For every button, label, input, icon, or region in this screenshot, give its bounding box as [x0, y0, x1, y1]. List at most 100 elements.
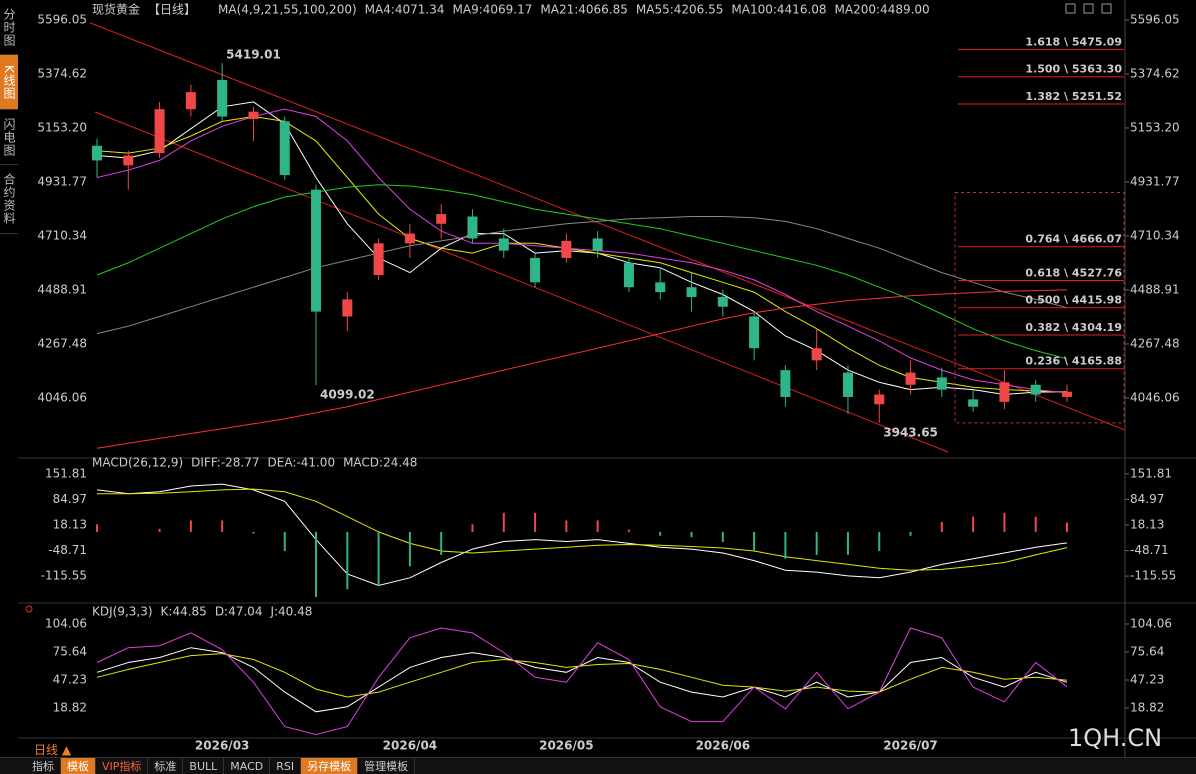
candle-body: [655, 282, 666, 293]
y-tick-label: 4267.48: [1130, 336, 1180, 350]
candle-body: [530, 257, 541, 283]
fib-label: 0.236 \ 4165.88: [1025, 355, 1122, 368]
x-tick-label: 2026/06: [696, 739, 750, 753]
y-tick-label: 5596.05: [1130, 12, 1180, 26]
candle-body: [373, 243, 384, 276]
toolbar-tab[interactable]: 另存模板: [301, 758, 359, 774]
legend-entry: DIFF:-28.77: [191, 456, 259, 470]
y-tick-label: 104.06: [1130, 616, 1172, 630]
y-tick-label: 4267.48: [37, 336, 87, 350]
candle-body: [936, 377, 947, 390]
toolbar-tab[interactable]: 标准: [148, 758, 184, 774]
candle-body: [436, 214, 447, 224]
candle-body: [968, 399, 979, 407]
icon[interactable]: [1065, 3, 1076, 14]
legend-entry: MA100:4416.08: [731, 3, 826, 17]
x-tick-label: 2026/04: [383, 739, 437, 753]
candle-body: [404, 233, 415, 244]
candle-body: [717, 296, 728, 307]
fib-label: 0.500 \ 4415.98: [1025, 294, 1122, 307]
candle-body: [905, 372, 916, 385]
trend-line: [90, 22, 1125, 431]
toolbar-tab[interactable]: MACD: [224, 758, 271, 774]
candle-body: [623, 262, 634, 288]
chart-period: 【日线】: [148, 3, 196, 17]
plot: [96, 483, 1068, 597]
legend-entry: MA55:4206.55: [636, 3, 724, 17]
y-tick-label: 47.23: [1130, 672, 1164, 686]
legend-entry: MACD:24.48: [343, 456, 417, 470]
y-tick-label: 4710.34: [37, 228, 87, 242]
y-tick-label: 18.13: [1130, 517, 1164, 531]
chart-title: 现货黄金: [92, 2, 140, 17]
sidebar: 分时图 K线图 闪电图 合约资料: [0, 0, 18, 234]
candle-body: [92, 145, 102, 161]
series-line: [96, 216, 1068, 335]
sidebar-tab[interactable]: 闪电图: [0, 110, 18, 165]
icon[interactable]: [1101, 3, 1112, 14]
sidebar-tab[interactable]: K线图: [0, 55, 18, 110]
period-switch[interactable]: 日线 ▲: [34, 743, 72, 757]
plot: [96, 627, 1068, 736]
legend-entry: K:44.85: [161, 605, 207, 619]
y-tick-label: 18.13: [53, 517, 87, 531]
watermark: 1QH.CN: [1068, 724, 1163, 752]
series-line: [97, 488, 1068, 571]
y-tick-label: 151.81: [45, 466, 87, 480]
candle-body: [561, 240, 572, 258]
y-tick-label: 18.82: [53, 701, 87, 715]
y-tick-label: 84.97: [53, 492, 87, 506]
toolbar-tab[interactable]: 模板: [61, 758, 96, 774]
x-tick-label: 2026/03: [195, 739, 249, 753]
candle-body: [780, 370, 791, 397]
x-tick-label: 2026/05: [539, 739, 593, 753]
candle-body: [279, 121, 290, 176]
y-tick-label: 75.64: [53, 644, 87, 658]
series-line: [96, 653, 1068, 698]
y-tick-label: 5596.05: [37, 12, 87, 26]
price-label: 4099.02: [320, 388, 375, 402]
series-line: [96, 184, 1068, 360]
series-line: [96, 115, 1068, 393]
candle-body: [874, 394, 885, 405]
legend-entry: MA200:4489.00: [835, 3, 930, 17]
candle-body: [217, 79, 228, 117]
toolbar-tab[interactable]: 指标: [26, 758, 61, 774]
y-tick-label: 4931.77: [37, 174, 87, 188]
toolbar-tab[interactable]: VIP指标: [96, 758, 149, 774]
y-tick-label: 4710.34: [1130, 228, 1180, 242]
y-tick-label: 4488.91: [37, 282, 87, 296]
sidebar-tab[interactable]: 合约资料: [0, 165, 18, 234]
fib-label: 0.618 \ 4527.76: [1025, 266, 1122, 279]
y-tick-label: 5153.20: [1130, 120, 1180, 134]
trend-line: [94, 111, 949, 453]
y-tick-label: 47.23: [53, 672, 87, 686]
candle-body: [311, 189, 322, 312]
x-tick-label: 2026/07: [883, 739, 937, 753]
fib-label: 1.382 \ 5251.52: [1025, 90, 1122, 103]
legend-entry: MA21:4066.85: [540, 3, 628, 17]
toolbar-tab[interactable]: 管理模板: [358, 758, 416, 774]
candle-body: [154, 109, 165, 154]
chart-title: KDJ(9,3,3): [92, 605, 153, 619]
series-line: [96, 483, 1068, 587]
y-tick-label: -115.55: [1130, 569, 1176, 583]
toolbar-tab[interactable]: RSI: [270, 758, 302, 774]
y-tick-label: 18.82: [1130, 701, 1164, 715]
candle-body: [1062, 391, 1072, 397]
y-tick-label: -48.71: [1130, 543, 1169, 557]
sidebar-tab[interactable]: 分时图: [0, 0, 18, 55]
y-tick-label: 5153.20: [37, 120, 87, 134]
series-line: [96, 627, 1068, 736]
series-line: [96, 101, 1068, 396]
y-tick-label: 4046.06: [37, 390, 87, 404]
fib-label: 0.764 \ 4666.07: [1025, 233, 1122, 246]
price-label: 5419.01: [226, 48, 281, 62]
y-tick-label: 151.81: [1130, 466, 1172, 480]
y-tick-label: 5374.62: [37, 66, 87, 80]
toolbar-tab[interactable]: BULL: [183, 758, 225, 774]
icon[interactable]: [1083, 3, 1094, 14]
fib-label: 1.500 \ 5363.30: [1025, 63, 1122, 76]
